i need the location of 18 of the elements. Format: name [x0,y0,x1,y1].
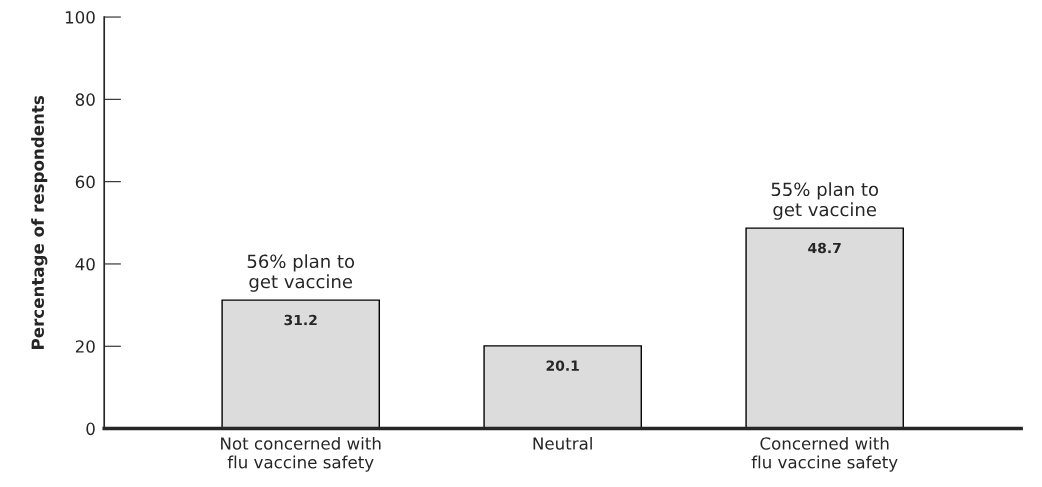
y-tick-label: 0 [86,422,95,436]
x-tick-label: Neutral [533,436,592,450]
y-axis-title: Percentage of respondents [31,95,48,349]
bar [221,299,380,429]
data-label: 48.7 [808,242,841,254]
annotation: 55% plan to get vaccine [771,182,879,220]
y-tick-label: 100 [65,11,95,24]
data-label: 31.2 [284,314,317,326]
annotation: 56% plan to get vaccine [247,254,355,292]
x-tick-label: Not concerned with flu vaccine safety [221,436,381,472]
y-tick-label: 40 [75,257,95,271]
data-label: 20.1 [546,360,579,371]
x-tick-label: Concerned with flu vaccine safety [751,436,898,472]
y-tick-label: 60 [75,175,95,189]
y-tick-label: 20 [75,340,95,353]
y-tick-label: 80 [75,93,95,106]
bar [745,227,904,429]
bar [483,345,642,429]
